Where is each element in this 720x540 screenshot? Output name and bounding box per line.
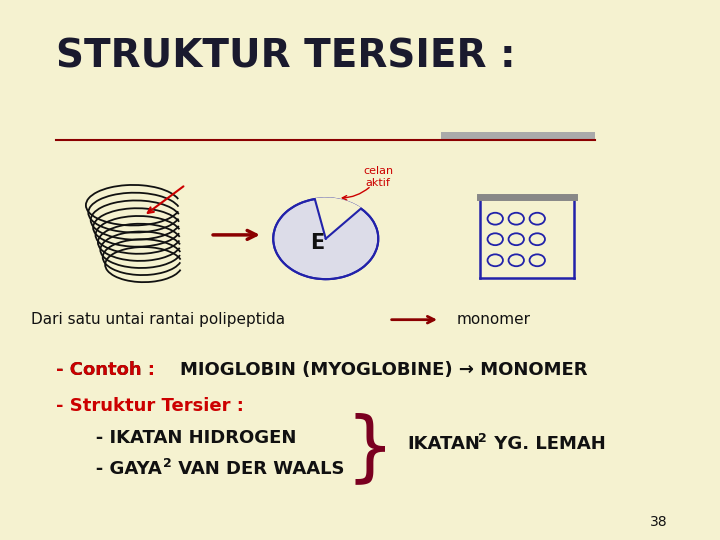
Text: - Contoh :    MIOGLOBIN (MYOGLOBINE) → MONOMER: - Contoh : MIOGLOBIN (MYOGLOBINE) → MONO… [56,361,588,379]
Text: - Contoh :: - Contoh : [56,361,155,379]
Text: IKATAN: IKATAN [408,435,480,453]
Wedge shape [315,198,361,239]
Text: celan
aktif: celan aktif [363,166,393,188]
Text: STRUKTUR TERSIER :: STRUKTUR TERSIER : [56,38,516,76]
Text: monomer: monomer [456,312,531,327]
Text: 38: 38 [649,515,667,529]
Text: YG. LEMAH: YG. LEMAH [487,435,606,453]
Text: 2: 2 [478,432,487,445]
Text: Dari satu untai rantai polipeptida: Dari satu untai rantai polipeptida [31,312,284,327]
FancyBboxPatch shape [441,132,595,141]
Text: E: E [310,233,325,253]
Text: 2: 2 [163,457,171,470]
Text: }: } [346,413,394,487]
Text: - Struktur Tersier :: - Struktur Tersier : [56,397,244,415]
Text: VAN DER WAALS: VAN DER WAALS [172,460,345,478]
Circle shape [273,198,378,279]
Text: - IKATAN HIDROGEN: - IKATAN HIDROGEN [77,429,297,447]
Text: - GAYA: - GAYA [77,460,162,478]
